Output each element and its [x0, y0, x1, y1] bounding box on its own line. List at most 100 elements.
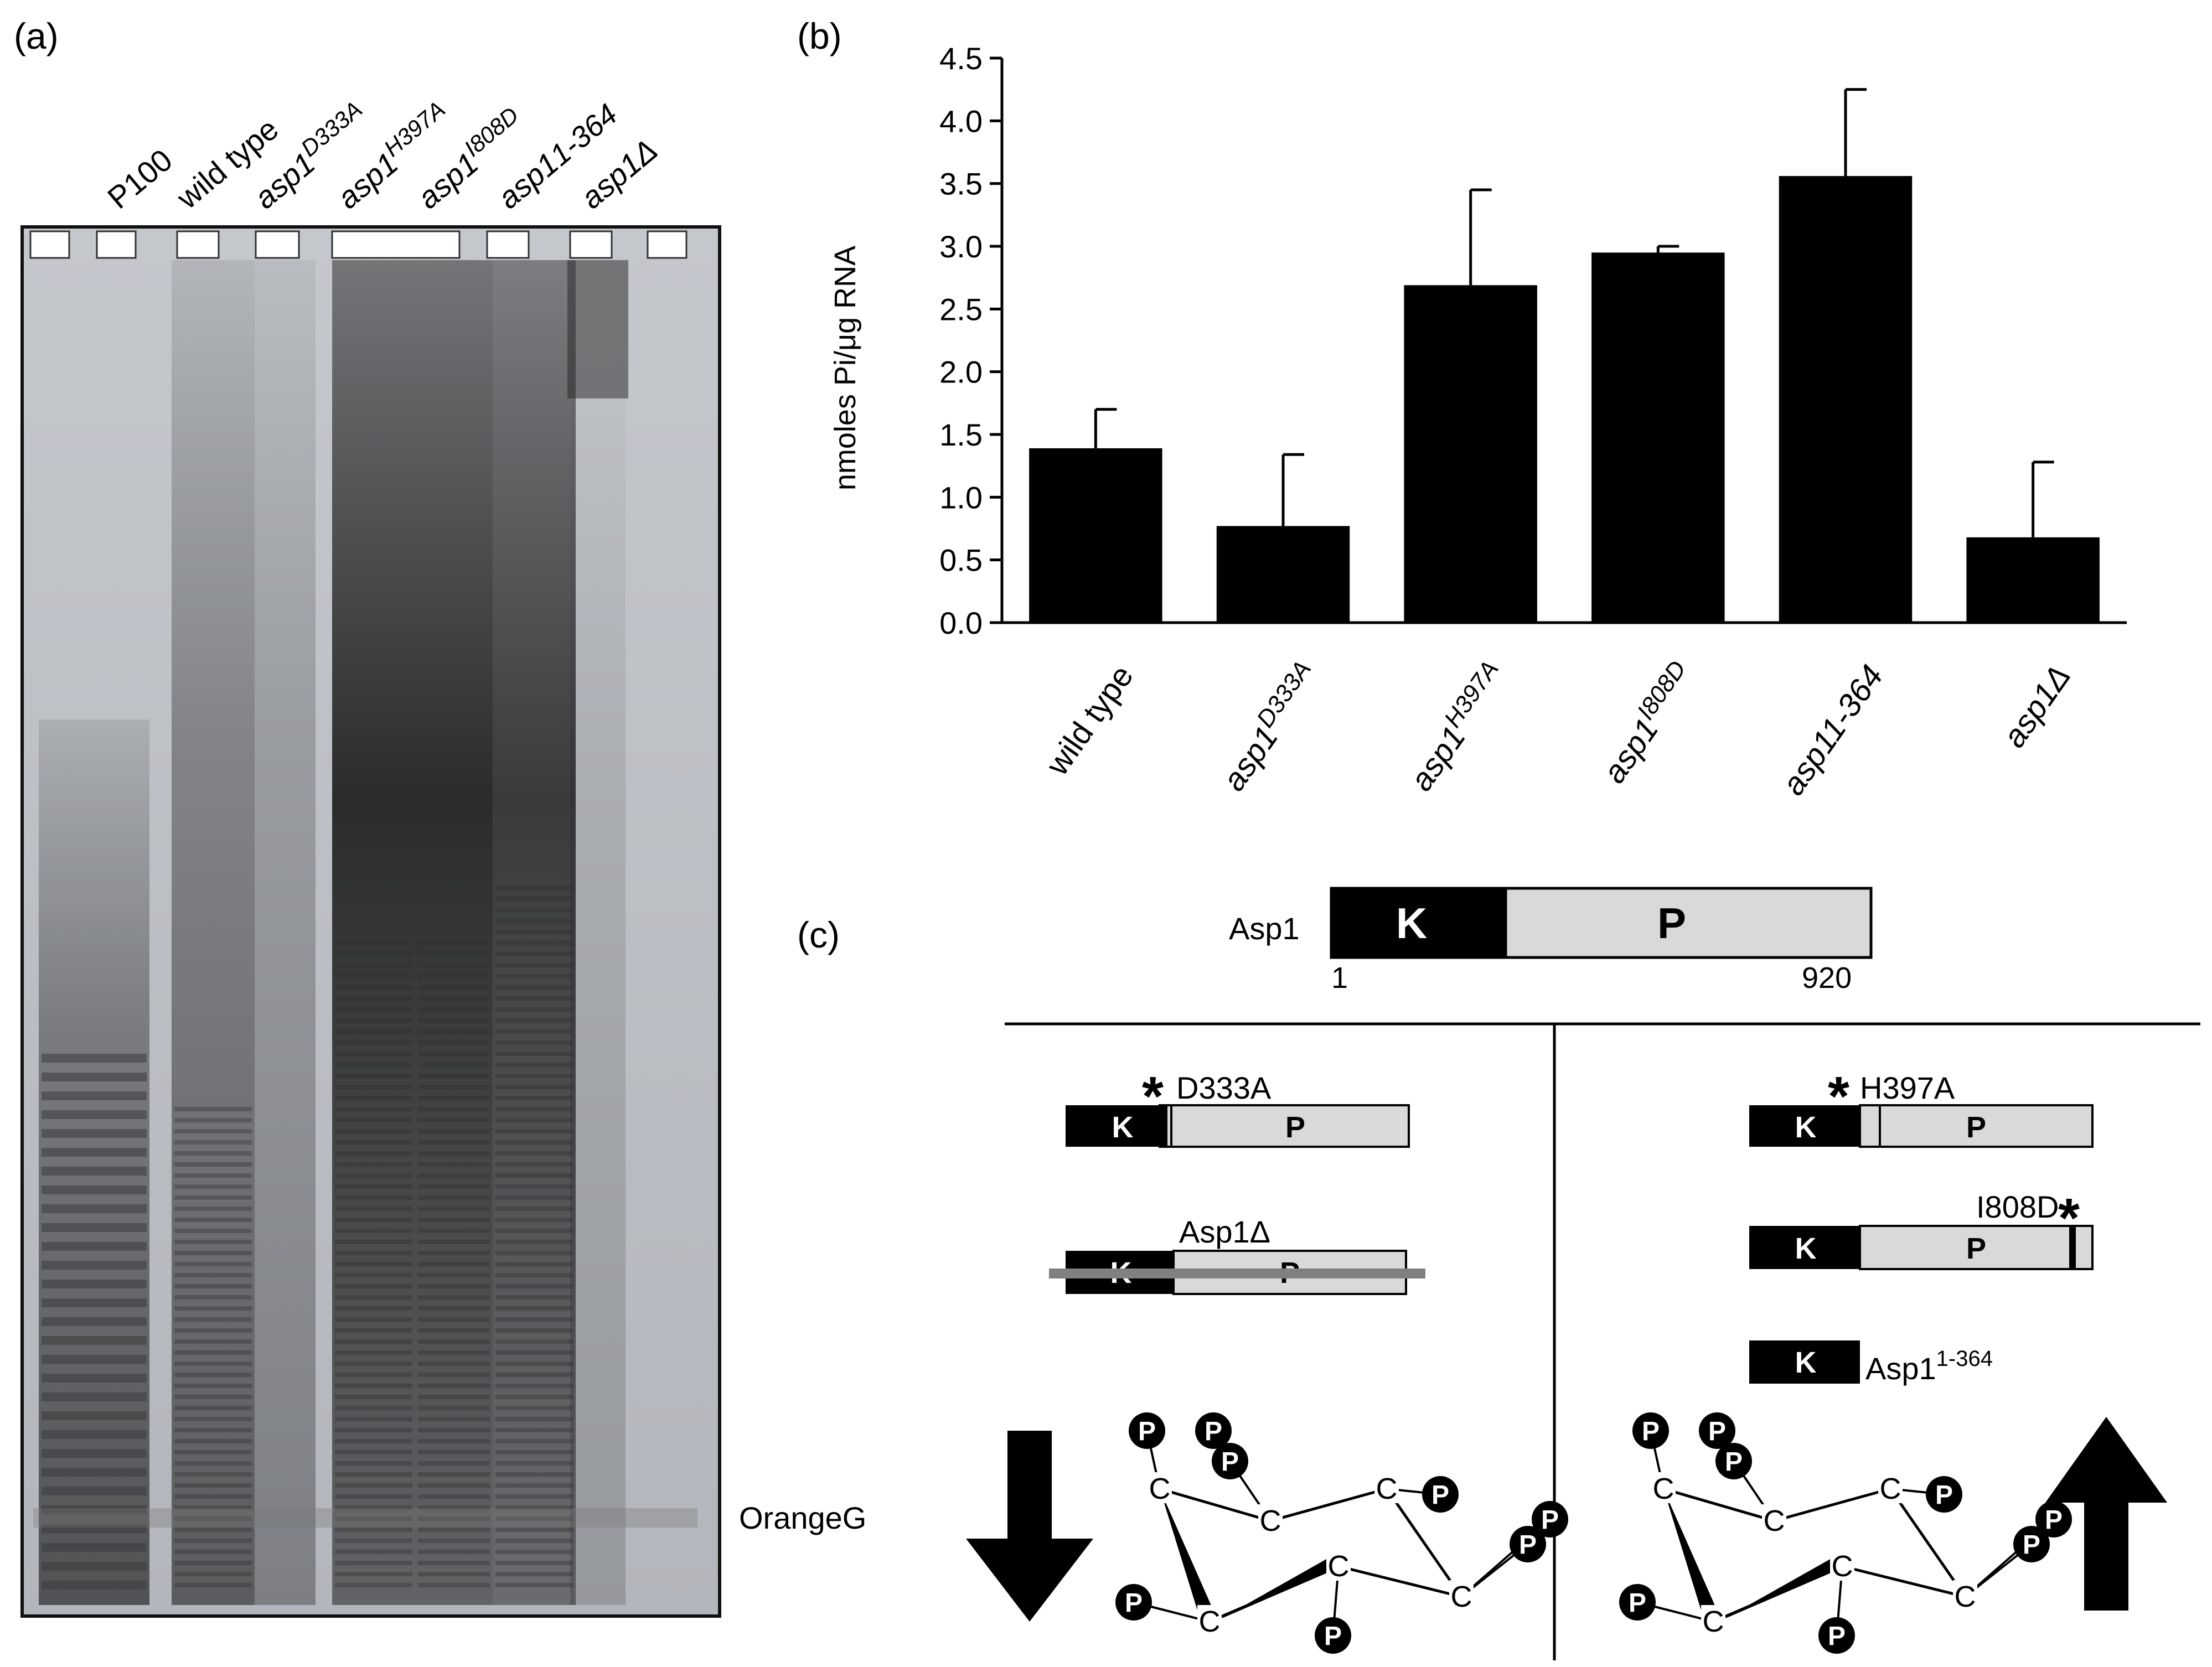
h397a-construct: * H397A K P — [1749, 1065, 2094, 1148]
bold-bond — [1724, 1559, 1833, 1619]
carbon-background — [1449, 1580, 1474, 1611]
kinase-domain — [1749, 1105, 1860, 1147]
phosphate-circle — [2035, 1501, 2072, 1537]
x-tick-label: asp1Δ — [1996, 659, 2078, 754]
gel-lane-labels: P100 wild type asp1D333A asp1H397A asp1I… — [101, 96, 664, 215]
kinase-letter: K — [1112, 1111, 1134, 1144]
gel-lane-d333a — [255, 260, 316, 1605]
bar — [1216, 526, 1350, 623]
panel-c: (c) Asp1 K P 1 920 * D333A K P A — [797, 887, 2200, 1660]
ring-bond — [1842, 1565, 1966, 1598]
phosphate-circle — [1699, 1412, 1735, 1449]
phosphate-label: P — [1125, 1588, 1143, 1618]
phosphatase-letter: P — [1966, 1111, 1986, 1144]
residue-end: 920 — [1802, 961, 1852, 995]
carbon-background — [1651, 1472, 1676, 1503]
phosphate-label: P — [1431, 1480, 1449, 1510]
panel-b-label: (b) — [797, 15, 842, 56]
carbon-background — [1762, 1504, 1786, 1535]
carbon-background — [1148, 1472, 1172, 1503]
orangeg-label: OrangeG — [739, 1500, 866, 1535]
carbon-atom: C — [1955, 1580, 1976, 1613]
y-tick-label: 1.0 — [939, 480, 983, 515]
ring-bond — [1663, 1487, 1775, 1523]
phosphate-circle — [1195, 1412, 1232, 1449]
bar — [1966, 537, 2100, 623]
gel-image — [20, 225, 721, 1618]
mutation-site — [1160, 1105, 1167, 1147]
gel-well — [176, 230, 220, 259]
d333a-label: D333A — [1176, 1070, 1272, 1105]
y-tick-label: 3.0 — [939, 229, 983, 264]
carbon-atom: C — [1260, 1504, 1281, 1537]
y-tick-label: 4.0 — [939, 103, 983, 138]
i808d-label: I808D — [1976, 1189, 2059, 1224]
panel-c-label: (c) — [797, 914, 840, 955]
y-tick-label: 4.5 — [939, 41, 983, 76]
asp1-1-364-construct: K Asp11-364 — [1749, 1340, 1993, 1386]
bar — [1029, 448, 1162, 623]
kinase-domain — [1331, 888, 1506, 957]
carbon-background — [1326, 1550, 1351, 1581]
carbon-background — [1374, 1472, 1399, 1503]
x-tick-label: wild type — [1039, 659, 1140, 782]
d333a-construct: * D333A K P — [1066, 1065, 1410, 1148]
phosphate-circle — [1510, 1526, 1546, 1562]
carbon-atom: C — [1653, 1472, 1674, 1505]
panel-a-label: (a) — [14, 15, 59, 56]
phosphatase-domain — [1504, 887, 1873, 959]
carbon-background — [1701, 1605, 1725, 1636]
kinase-letter: K — [1795, 1346, 1817, 1379]
kinase-letter: K — [1795, 1232, 1817, 1265]
gel-lane-p100-bands — [42, 1052, 147, 1594]
phosphate-circle — [2013, 1526, 2050, 1562]
y-tick-label: 2.5 — [939, 292, 983, 327]
gel-lane-wild-type-bands — [174, 1107, 252, 1594]
x-tick-label: asp1H397A — [1399, 656, 1515, 798]
phosphate-label: P — [1708, 1417, 1726, 1446]
gel-well — [569, 230, 613, 259]
carbon-atom: C — [1880, 1472, 1901, 1505]
kinase-domain — [1066, 1105, 1160, 1147]
gel-well — [331, 230, 461, 259]
phosphate-label: P — [1138, 1417, 1156, 1446]
phosphate-circle — [1926, 1476, 1962, 1513]
phosphatase-letter: P — [1657, 899, 1686, 948]
carbon-atom: C — [1764, 1504, 1785, 1537]
phosphate-circle — [1715, 1443, 1752, 1479]
gel-well — [486, 230, 530, 259]
phosphate-label: P — [1642, 1417, 1660, 1446]
gel-lane-h397a-bands — [335, 941, 412, 1594]
carbon-atom: C — [1149, 1472, 1171, 1505]
residue-start: 1 — [1331, 961, 1348, 995]
phosphate-circle — [1315, 1617, 1351, 1654]
ring-bond — [1774, 1487, 1891, 1523]
y-axis-title: nmoles Pi/μg RNA — [829, 246, 862, 490]
lane-label-p100: P100 — [101, 142, 179, 215]
carbon-atom: C — [1199, 1605, 1221, 1638]
bar — [1779, 176, 1913, 623]
deletion-label: Asp1Δ — [1179, 1214, 1270, 1249]
ring-bond — [1159, 1487, 1271, 1523]
kinase-letter: K — [1795, 1111, 1817, 1144]
asp1-full-label: Asp1 — [1229, 911, 1300, 946]
phosphate-label: P — [2045, 1505, 2063, 1535]
phosphate-circle — [1619, 1584, 1656, 1621]
phosphate-label: P — [1629, 1588, 1646, 1618]
mutation-site — [2069, 1226, 2076, 1269]
phosphate-label: P — [1324, 1622, 1342, 1651]
ring-bond — [1338, 1565, 1462, 1598]
gel-well — [29, 230, 70, 259]
gel-lane-asp1-delta-smear — [570, 398, 626, 1605]
carbon-background — [1830, 1550, 1854, 1581]
phosphate-circle — [1422, 1476, 1459, 1513]
phosphate-label: P — [2023, 1530, 2040, 1560]
gel-lane-i808d-bands — [418, 941, 490, 1594]
x-tick-label: asp11-364 — [1775, 659, 1890, 801]
carbon-atom: C — [1451, 1580, 1472, 1613]
y-tick-label: 2.0 — [939, 355, 983, 390]
phosphatase-domain — [1159, 1104, 1410, 1148]
